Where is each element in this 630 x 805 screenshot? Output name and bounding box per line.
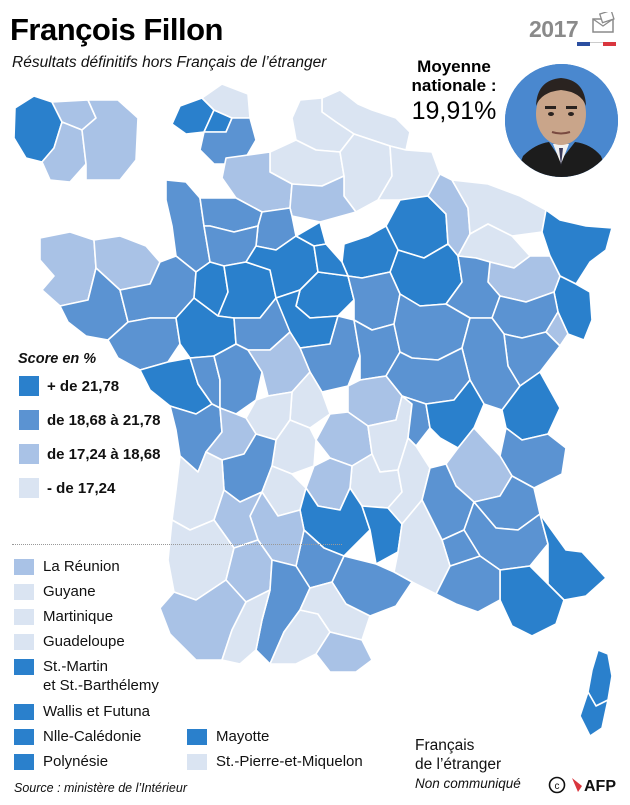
fde-line-1: Français (415, 737, 475, 754)
overseas-label: Nlle-Calédonie (43, 728, 142, 745)
overseas-label: Guadeloupe (43, 633, 125, 650)
overseas-item: Guyane (13, 582, 96, 601)
dept-bas-rhin (541, 209, 613, 285)
legend-item: - de 17,24 (18, 477, 115, 499)
afp-logo-text: AFP (584, 778, 616, 795)
map-subtitle: Résultats définitifs hors Français de l’… (12, 54, 327, 71)
legend-swatch (18, 443, 40, 465)
legend-swatch (18, 409, 40, 431)
legend-label: + de 21,78 (47, 377, 120, 395)
legend-label: - de 17,24 (47, 479, 116, 497)
dept-var (499, 565, 565, 637)
overseas-label: La Réunion (43, 558, 120, 575)
overseas-item: St.-Pierre-et-Miquelon (186, 752, 363, 771)
national-average: Moyenne nationale : 19,91% (398, 57, 510, 126)
legend-item: + de 21,78 (18, 375, 119, 397)
overseas-label: Wallis et Futuna (43, 703, 150, 720)
petite-couronne-inset-val-de-marne (199, 117, 257, 165)
overseas-swatch (13, 583, 35, 601)
overseas-label: Polynésie (43, 753, 109, 770)
dept-aisne (339, 133, 393, 213)
overseas-label-line-2: et St.-Barthélemy (43, 677, 159, 694)
map-title: François Fillon (10, 12, 223, 47)
legend-label: de 17,24 à 18,68 (47, 445, 161, 463)
overseas-item: Nlle-Calédonie (13, 727, 141, 746)
legend-item: de 18,68 à 21,78 (18, 409, 160, 431)
ballot-envelope-icon (592, 12, 615, 33)
overseas-label-line-1: St.-Martin (43, 658, 109, 675)
dept-seine-et-marne (341, 225, 399, 279)
overseas-swatch (13, 753, 35, 771)
overseas-label: Martinique (43, 608, 114, 625)
legend-separator (12, 544, 342, 545)
overseas-swatch (13, 608, 35, 626)
dept-bouches-du-rhone (435, 555, 501, 613)
overseas-label: Mayotte (216, 728, 270, 745)
francais-etranger-note: Français de l’étranger Non communiqué (415, 736, 521, 793)
fde-line-2: de l’étranger (415, 756, 502, 773)
legend-item: de 17,24 à 18,68 (18, 443, 160, 465)
tricolor-underline (577, 42, 617, 46)
legend-title: Score en % (18, 351, 97, 367)
legend-label: de 18,68 à 21,78 (47, 411, 161, 429)
candidate-portrait (505, 64, 618, 177)
dept-corse-du-sud (579, 691, 609, 737)
overseas-label: St.-Pierre-et-Miquelon (216, 753, 363, 770)
dept-alpes-maritimes (539, 513, 607, 601)
fde-status: Non communiqué (415, 776, 521, 791)
national-average-label-2: nationale : (411, 76, 497, 95)
overseas-swatch (13, 728, 35, 746)
overseas-swatch (13, 703, 35, 721)
overseas-swatch (13, 658, 35, 676)
national-average-value: 19,91% (411, 97, 497, 125)
paris-area-white (320, 222, 344, 262)
national-average-label-1: Moyenne (417, 57, 491, 76)
legend-swatch (18, 375, 40, 397)
overseas-item: St.-Martin et St.-Barthélemy (13, 657, 159, 695)
overseas-swatch (13, 558, 35, 576)
dept-moselle (451, 179, 547, 237)
afp-logo-mark: c AFP (548, 776, 616, 795)
dept-hautes-pyrenees (221, 589, 271, 665)
candidate-photo (505, 64, 618, 177)
overseas-item: Mayotte (186, 727, 269, 746)
afp-logo: c AFP (548, 774, 622, 796)
svg-text:c: c (555, 781, 560, 792)
overseas-item: Polynésie (13, 752, 108, 771)
legend-swatch (18, 477, 40, 499)
dept-finistere (39, 231, 97, 307)
badge-year: 2017 (529, 16, 579, 42)
overseas-swatch (186, 728, 208, 746)
overseas-item: Guadeloupe (13, 632, 125, 651)
overseas-swatch (13, 633, 35, 651)
dept-essonne (313, 243, 349, 277)
overseas-item: La Réunion (13, 557, 120, 576)
dept-pyrenees-orientales (315, 631, 373, 673)
source-note: Source : ministère de l’Intérieur (14, 781, 187, 795)
election-2017-badge: 2017 (529, 12, 617, 48)
overseas-label: Guyane (43, 583, 96, 600)
overseas-item: Wallis et Futuna (13, 702, 150, 721)
overseas-item: Martinique (13, 607, 113, 626)
overseas-swatch (186, 753, 208, 771)
overseas-label: St.-Martin et St.-Barthélemy (43, 657, 159, 695)
idf-inset-seine-et-marne (81, 99, 139, 181)
